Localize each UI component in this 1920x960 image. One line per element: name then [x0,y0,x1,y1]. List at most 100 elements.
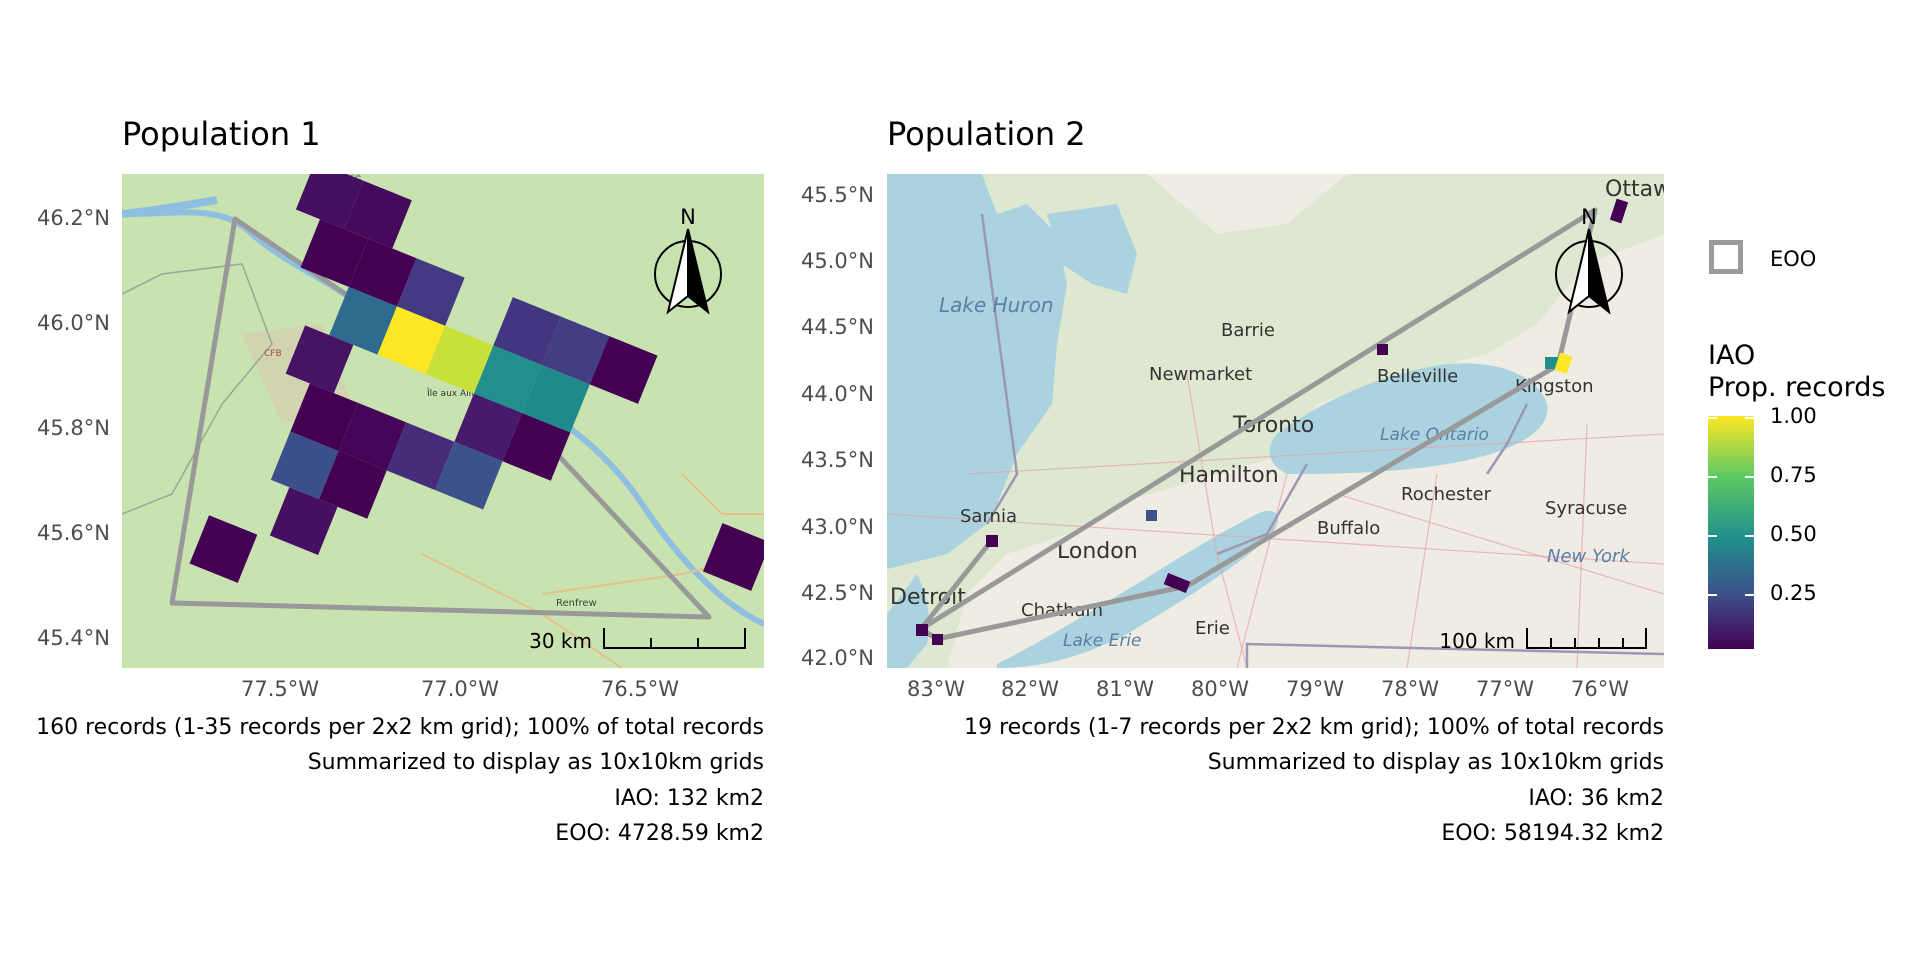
road [681,473,764,515]
legend-eoo-swatch [1709,240,1743,274]
iao-cell [270,431,339,500]
panel-2-title: Population 2 [887,115,1086,153]
map-label: Buffalo [1317,518,1380,539]
georgian-bay [1047,204,1137,294]
legend-tickmark [1745,476,1754,478]
legend-iao-title: IAO [1708,340,1756,371]
scale-label: 30 km [529,629,592,653]
iao-cell [916,624,928,636]
iao-cell [1545,357,1559,369]
panel-1-title: Population 1 [122,115,321,153]
x-tick-label: 77°W [1476,677,1534,701]
y-tick-label: 42.0°N [801,646,874,670]
legend-tickmark [1708,535,1717,537]
x-tick-label: 76.5°W [600,677,680,701]
iao-cell [1377,344,1388,355]
iao-cell [425,325,494,394]
border-line [1216,463,1309,556]
map-label: London [1057,539,1138,564]
y-tick-label: 43.0°N [801,515,874,539]
lake-huron-west [887,174,987,394]
legend-tickmark [1745,417,1754,419]
x-tick-label: 80°W [1191,677,1249,701]
panel-1-caption-records: 160 records (1-35 records per 2x2 km gri… [36,715,764,740]
iao-cell [932,634,943,645]
map-label: Hamilton [1179,463,1279,488]
lake-ontario [1269,363,1548,474]
iao-cell [348,238,417,307]
iao-cell [386,422,455,491]
iao-cell [295,174,364,229]
scale-label: 100 km [1439,629,1515,653]
road [1576,423,1588,668]
iao-grid [916,198,1629,645]
road [1336,493,1664,595]
iao-cell [189,515,258,583]
iao-cell [493,297,562,365]
north-label: N [680,205,696,229]
panel-2-caption-eoo: EOO: 58194.32 km2 [1441,821,1664,846]
legend-iao-subtitle: Prop. records [1708,372,1886,403]
iao-cell [319,451,387,519]
road [887,513,1664,565]
lake-st-clair [887,574,929,668]
panel-2-map[interactable]: Ottawa Lake Huron Barrie Newmarket Belle… [887,174,1664,668]
legend-tickmark [1745,535,1754,537]
map-label: Rochester [1401,484,1492,505]
x-tick-label: 81°W [1096,677,1154,701]
panel-2-map-svg: Ottawa Lake Huron Barrie Newmarket Belle… [887,174,1664,668]
iao-cell [344,180,412,249]
y-tick-label: 42.5°N [801,581,874,605]
iao-cell [454,393,523,462]
legend-tick-label: 0.25 [1770,581,1817,605]
iao-cell [338,402,407,471]
north-label: N [1581,205,1597,229]
iao-cell [1609,198,1629,224]
iao-cell [285,325,354,394]
iao-cell [396,258,465,326]
iao-cell [502,413,571,481]
map-label: Belleville [1377,366,1458,387]
panel-1-caption-summary: Summarized to display as 10x10km grids [307,750,764,775]
map-label: Renfrew [556,598,597,609]
map-label: New York [1547,546,1631,567]
iao-grid [189,174,764,591]
y-tick-label: 45.0°N [801,249,874,273]
iao-cell [377,306,446,375]
eoo-edge [919,538,994,631]
iao-cell [522,364,590,433]
scale-bar: 30 km [529,628,746,653]
panel-1-caption-iao: IAO: 132 km2 [614,786,764,811]
x-tick-label: 77.0°W [420,677,500,701]
y-tick-label: 45.5°N [801,183,874,207]
map-label: Sarnia [960,506,1017,527]
x-tick-label: 79°W [1286,677,1344,701]
map-label: Newmarket [1149,364,1252,385]
border-line [1245,642,1664,668]
iao-cell [329,286,397,355]
iao-cell [290,383,358,452]
map-label: Barrie [1221,320,1275,341]
x-tick-label: 78°W [1381,677,1439,701]
panel-1-map-svg: Patrice Île aux Allumettes CFB Renfrew [122,174,764,668]
y-tick-label: 44.0°N [801,382,874,406]
legend-eoo-label: EOO [1770,247,1817,271]
y-tick-label: 46.0°N [37,311,110,335]
road [1236,473,1288,668]
panel-1-caption-eoo: EOO: 4728.59 km2 [555,821,764,846]
panel-1-map[interactable]: Patrice Île aux Allumettes CFB Renfrew [122,174,764,668]
iao-cell [541,316,610,385]
road [1406,473,1438,668]
map-label: CFB [264,349,282,359]
panel-2-caption-records: 19 records (1-7 records per 2x2 km grid)… [964,715,1664,740]
boundary-line [122,263,273,515]
legend-tick-label: 0.75 [1770,463,1817,487]
x-tick-label: 76°W [1571,677,1629,701]
north-arrow-icon: N [1555,205,1623,315]
border-line [1485,403,1529,475]
legend-tick-label: 1.00 [1770,404,1817,428]
iao-cell [1554,352,1573,374]
x-tick-label: 83°W [907,677,965,701]
north-arrow-icon: N [654,205,722,315]
iao-cell [1163,572,1191,594]
